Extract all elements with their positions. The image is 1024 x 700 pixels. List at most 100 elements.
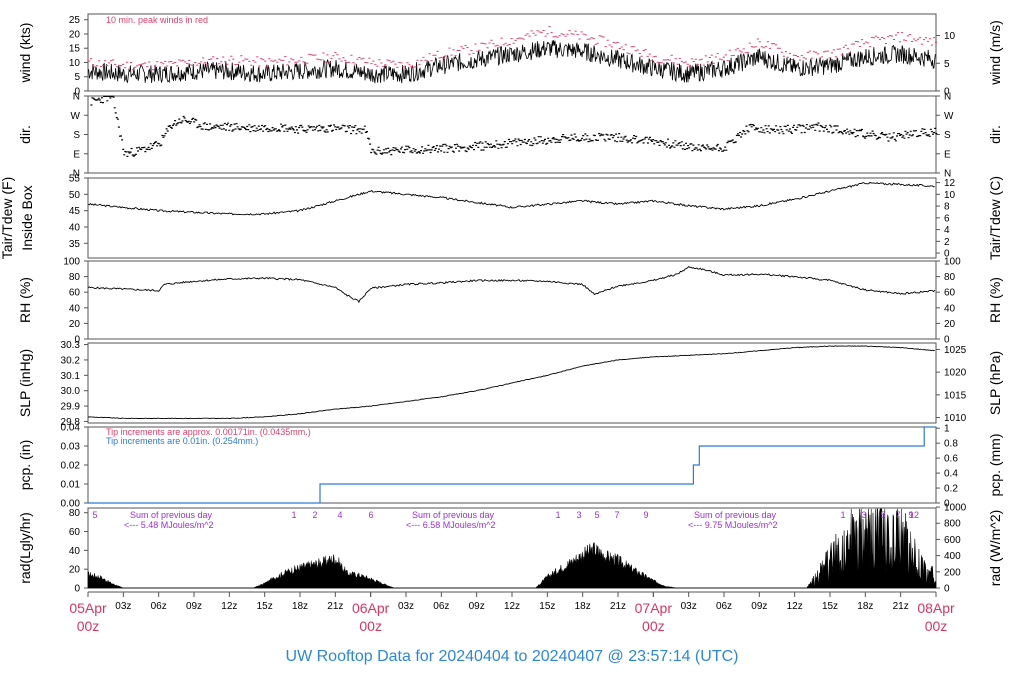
wind-frame [87,13,937,92]
panel-wind: wind (kts) wind (m/s) 0 5 10 15 20 25 0 5 10 10 min… [17,13,1003,98]
dir-ytick-label: E [73,149,80,160]
slp-ytick-right-label: 1015 [944,390,967,401]
temp-ytick-right-label: 10 [944,190,956,201]
pcp-ytick-right-label: 0 [944,499,950,510]
wind-ylabel-right: wind (m/s) [987,20,1003,86]
x-tick-label: 12z [504,601,520,612]
temp-ylabel: Tair/Tdew (F) [0,177,15,259]
rh-ytick-right-label: 100 [944,257,961,268]
x-tick-label: 15z [539,601,555,612]
rad-ytick-label: 60 [69,527,81,538]
rh-ytick-label: 0 [74,335,80,346]
rad-hour-mark: 5 [880,510,885,520]
dir-ytick-right-label: W [944,111,954,122]
rad-day-note-title: Sum of previous day [130,510,213,520]
rh-ytick-right-label: 20 [944,319,956,330]
rad-ylabel-right: rad (W/m^2) [987,510,1003,587]
rh-ytick-right-label: 40 [944,303,956,314]
date-hour-label: 00z [359,618,382,634]
pcp-ytick-right-label: 1 [944,424,950,435]
rad-hour-mark: 9 [643,510,648,520]
x-tick-label: 09z [469,601,485,612]
pcp-ytick-label: 0.02 [61,461,81,472]
wind-ytick-label: 25 [69,15,81,26]
pcp-ytick-label: 0.03 [61,442,81,453]
rh-ylabel: RH (%) [17,277,33,323]
date-hour-label: 00z [77,618,100,634]
rad-hour-mark: 3 [576,510,581,520]
rh-ytick-right-label: 60 [944,288,956,299]
rh-ylabel-right: RH (%) [987,277,1003,323]
dir-series-marks [90,95,938,157]
x-tick-label: 18z [292,601,308,612]
pcp-ytick-right-label: 0.6 [944,454,958,465]
rad-hour-mark: 3 [861,510,866,520]
dir-ytick-right-label: N [944,169,951,180]
slp-frame [87,342,937,424]
wind-ylabel: wind (kts) [17,23,33,84]
x-tick-label: 21z [610,601,626,612]
rad-hour-mark: 1 [291,510,296,520]
temp-series-line [87,181,935,216]
rad-frame [87,507,937,589]
rad-day-note-total: <--- 5.48 MJoules/m^2 [124,520,214,530]
wind-ytick-label: 0 [74,87,80,98]
rh-frame [87,260,937,340]
dir-ytick-right-label: N [944,92,951,103]
x-tick-label: 03z [115,601,131,612]
wind-ytick-right-label: 5 [944,59,950,70]
rad-ytick-label: 40 [69,546,81,557]
slp-ytick-label: 30.3 [61,340,81,351]
footer-title: UW Rooftop Data for 20240404 to 20240407… [285,648,739,665]
panel-pcp: pcp. (in) pcp. (mm) 0.00 0.01 0.02 0.03 0.04 0 0… [17,423,1003,510]
dir-frame [87,95,937,174]
temp-ytick-right-label: 4 [944,225,950,236]
pcp-ytick-label: 0.04 [61,423,81,434]
rad-ytick-right-label: 0 [944,584,950,595]
pcp-ylabel: pcp. (in) [17,440,33,491]
rad-day-note-title: Sum of previous day [694,510,777,520]
dir-ytick-right-label: S [944,130,951,141]
slp-ytick-right-label: 1020 [944,368,967,379]
wind-annotation: 10 min. peak winds in red [106,15,208,25]
dir-ytick-label: N [73,169,80,180]
rad-ytick-label: 80 [69,508,81,519]
rad-ytick-right-label: 200 [944,567,961,578]
rh-ytick-label: 40 [69,303,81,314]
dir-ylabel: dir. [17,125,33,144]
temp-ytick-label: 40 [69,222,81,233]
rh-ytick-label: 60 [69,288,81,299]
panel-rad: rad(Lgly/hr) rad (W/m^2)02040608002004006… [17,503,1003,595]
rad-hour-mark: 1 [840,510,845,520]
rad-hour-mark: 6 [368,510,373,520]
x-tick-label: 12z [787,601,803,612]
date-label: 06Apr [352,600,390,616]
x-tick-label: 03z [398,601,414,612]
dir-ytick-label: N [73,92,80,103]
x-tick-label: 21z [893,601,909,612]
temp-ylabel-right: Tair/Tdew (C) [987,176,1003,260]
slp-ylabel-right: SLP (hPa) [987,351,1003,415]
pcp-ylabel-right: pcp. (mm) [987,434,1003,497]
date-label: 08Apr [917,600,955,616]
rad-day-note-total: <--- 9.75 MJoules/m^2 [688,520,778,530]
temp-ytick-label: 55 [69,174,81,185]
temp-ylabel2: Inside Box [19,185,35,250]
slp-ytick-label: 30.1 [61,371,81,382]
slp-ytick-label: 30.2 [61,355,81,366]
slp-ytick-label: 29.9 [61,402,81,413]
x-tick-label: 09z [186,601,202,612]
pcp-ytick-label: 0.01 [61,480,81,491]
slp-series-line [87,345,935,420]
wind-ytick-label: 10 [69,58,81,69]
rad-hour-mark: 4 [337,510,342,520]
x-tick-label: 12z [221,601,237,612]
x-tick-label: 21z [327,601,343,612]
x-tick-label: 06z [151,601,167,612]
pcp-ytick-right-label: 0.8 [944,439,958,450]
rh-ytick-right-label: 80 [944,272,956,283]
rad-hour-mark: 9 [908,510,913,520]
wind-ytick-right-label: 10 [944,31,956,42]
